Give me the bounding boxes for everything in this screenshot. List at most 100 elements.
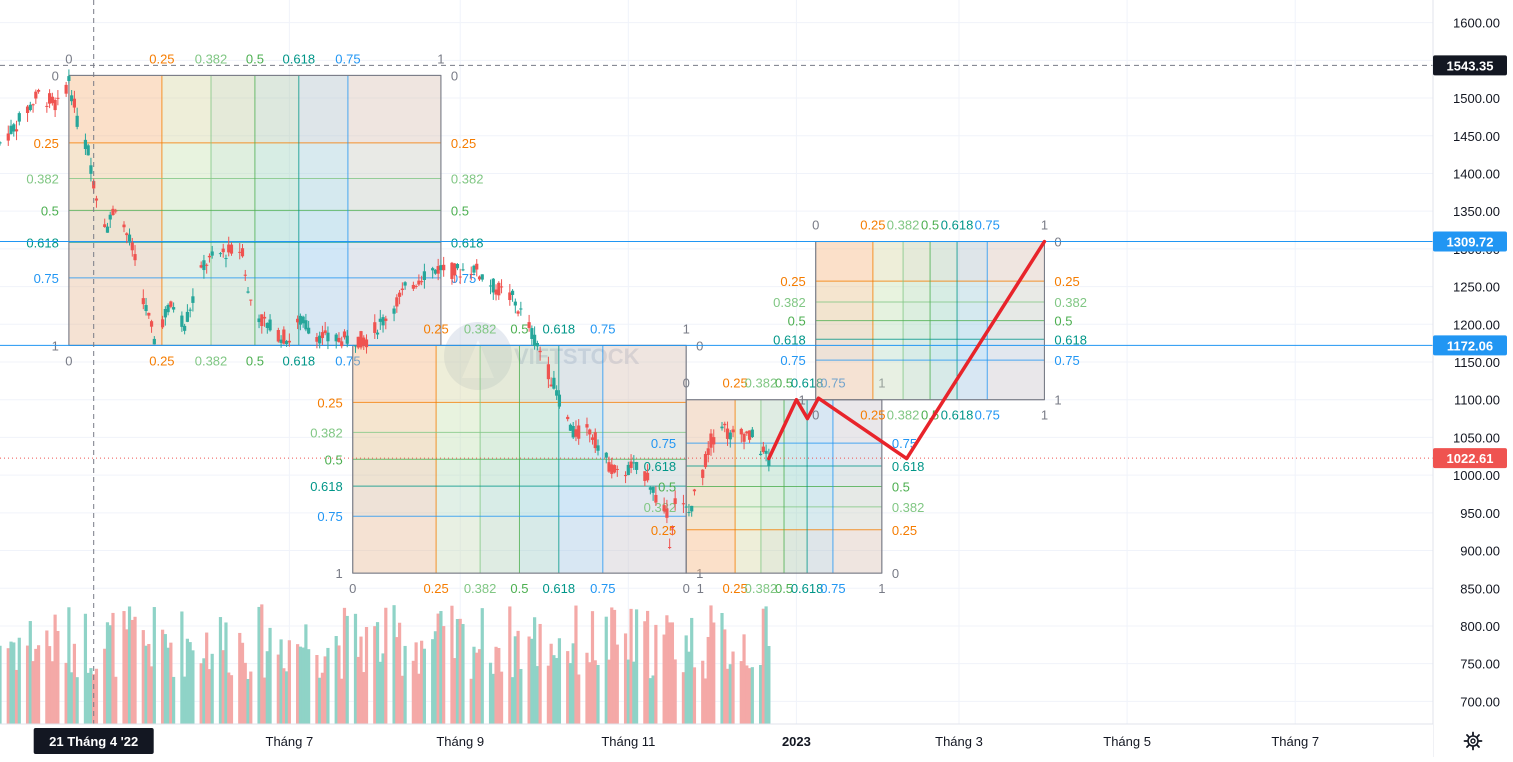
candle-body [593, 432, 597, 449]
volume-bar [191, 650, 195, 724]
fib-box[interactable]: 0.25 0.382 0.5 0.618 0.75 10 0.25 0.382 0.5 0.618… [310, 321, 703, 596]
candle-body [480, 274, 484, 280]
candle-body [665, 508, 669, 518]
candle-body [337, 337, 341, 342]
candle-body [455, 264, 460, 269]
candle-body [375, 332, 380, 335]
candle-body [240, 248, 245, 257]
volume-bar [739, 661, 743, 724]
fib-label: 0.618 [26, 235, 59, 250]
candle-body [48, 93, 52, 104]
fib-label: 0.75 [892, 436, 917, 451]
volume-bar [262, 677, 267, 724]
fib-label: 0.25 [149, 51, 174, 66]
fib-label: 0.5 [510, 581, 528, 596]
volume-bar [268, 627, 272, 724]
volume-bar [491, 673, 495, 724]
volume-bar [731, 651, 735, 724]
price-marker-box [1433, 55, 1507, 76]
candle-body [323, 330, 327, 334]
volume-bar [147, 643, 151, 724]
candle-body [163, 308, 167, 318]
volume-bar [86, 672, 90, 724]
candle-body [513, 301, 517, 306]
volume-bar [320, 672, 325, 724]
fib-label: 0.25 [722, 581, 747, 596]
volume-bar [469, 678, 473, 724]
volume-bar [144, 645, 148, 724]
candle-body [298, 315, 302, 325]
volume-bar [169, 642, 173, 724]
candle-body [651, 486, 655, 493]
candle-body [472, 265, 476, 273]
candle-body [643, 471, 647, 481]
volume-bar [243, 662, 247, 724]
volume-bar [761, 608, 765, 724]
price-tick-label: 1600.00 [1453, 16, 1500, 31]
candle-body [287, 340, 291, 343]
candle-body [596, 445, 600, 451]
candle-body [411, 284, 415, 289]
volume-bar [375, 622, 380, 724]
candle-body [50, 96, 54, 104]
candle-body [648, 487, 652, 490]
candle-body [64, 84, 68, 94]
candle-body [362, 337, 366, 346]
fib-label: 0.75 [34, 271, 59, 286]
fib-label: 0.382 [644, 500, 677, 515]
candle-body [626, 464, 630, 476]
fib-box[interactable]: 0 0.25 0.382 0.5 0.618 0.75 10 0.25 0.382 0.5 0.61… [26, 51, 483, 368]
candle-body [70, 95, 74, 102]
candle-body [431, 268, 435, 271]
volume-bar [588, 662, 592, 724]
volume-bar [455, 619, 460, 724]
fib-label: 0.5 [41, 203, 59, 218]
volume-bar [50, 661, 54, 724]
volume-bar [709, 605, 713, 724]
fib-label: 0.25 [451, 136, 476, 151]
candle-body [221, 248, 225, 253]
volume-bar [764, 606, 768, 724]
volume-bar [227, 672, 231, 724]
candle-body [527, 322, 531, 328]
candle-body [684, 506, 688, 508]
price-tick-label: 800.00 [1460, 619, 1500, 634]
forecast-path[interactable] [767, 239, 1047, 461]
gear-icon[interactable] [1461, 729, 1485, 753]
candle-body [392, 308, 396, 314]
candle-body [202, 260, 206, 271]
candle-body [265, 322, 269, 328]
volume-bar [499, 671, 504, 724]
fib-label: 0.382 [26, 172, 59, 187]
volume-bar [384, 607, 388, 724]
volume-bar [364, 626, 369, 724]
fib-label: 0.382 [464, 321, 497, 336]
candle-body [359, 331, 363, 348]
price-axis[interactable]: 1600.001550.001500.001450.001400.001350.… [1432, 0, 1513, 757]
fib-label: 0.618 [791, 581, 824, 596]
candle-body [574, 429, 578, 437]
candle-body [188, 309, 192, 311]
candle-body [654, 494, 658, 503]
fib-label: 0.618 [310, 479, 343, 494]
fib-label: 0.382 [745, 376, 778, 391]
candle-body [378, 318, 382, 322]
fib-box[interactable]: 0 0.25 0.382 0.5 0.618 0.75 10 0.25 0.382 0.5 0.61… [773, 218, 1087, 423]
volume-bar [205, 632, 209, 724]
horizontal-levels[interactable] [0, 241, 1433, 459]
volume-bar [477, 649, 482, 724]
fib-time-zones[interactable]: 0 0.25 0.382 0.5 0.618 0.75 10 0.25 0.382 0.5 0.61… [26, 51, 1087, 596]
volume-bar [607, 659, 611, 724]
volume-bar [472, 646, 476, 724]
price-marker-box [1433, 335, 1507, 356]
price-tick-label: 1150.00 [1454, 355, 1500, 370]
volume-bar [648, 678, 652, 724]
volume-bar [557, 638, 562, 724]
volume-bar [453, 658, 457, 724]
volume-bar [414, 642, 418, 724]
time-axis[interactable]: Tháng 7 Tháng 9 Tháng 11 2023 Tháng 3 Tháng 5… [0, 723, 1433, 757]
candle-body [607, 462, 611, 472]
